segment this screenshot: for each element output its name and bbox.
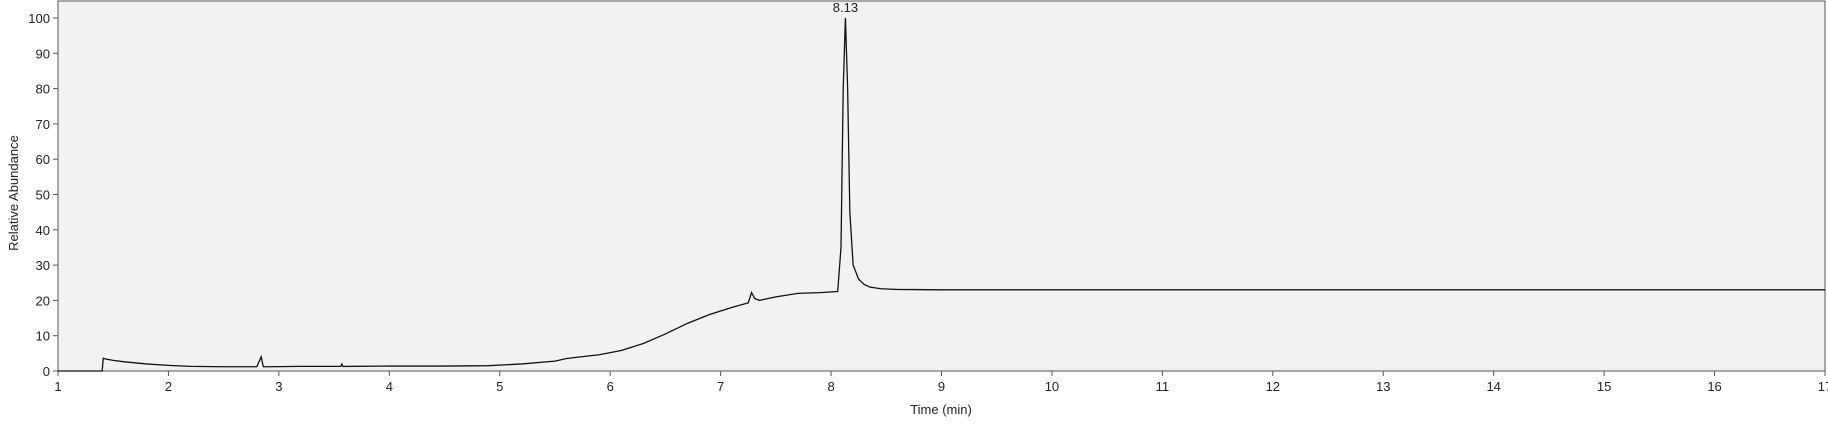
x-tick-label: 7 [717, 379, 724, 394]
x-tick-label: 13 [1376, 379, 1390, 394]
x-tick-label: 2 [165, 379, 172, 394]
x-tick-label: 14 [1486, 379, 1500, 394]
y-tick-label: 80 [36, 82, 50, 97]
x-tick-label: 5 [496, 379, 503, 394]
series-line [58, 17, 1825, 372]
y-axis: 0 10 20 30 40 50 60 70 80 90 100 [28, 11, 58, 379]
peak-label: 8.13 [833, 0, 858, 15]
y-tick-label: 0 [43, 364, 50, 379]
x-tick-label: 10 [1045, 379, 1059, 394]
x-tick-label: 9 [938, 379, 945, 394]
x-tick-label: 15 [1597, 379, 1611, 394]
y-tick-label: 10 [36, 329, 50, 344]
x-tick-label: 8 [827, 379, 834, 394]
x-tick-label: 12 [1266, 379, 1280, 394]
x-axis: 1234567891011121314151617 [54, 371, 1828, 394]
y-tick-label: 20 [36, 293, 50, 308]
x-tick-label: 17 [1818, 379, 1828, 394]
x-tick-label: 16 [1707, 379, 1721, 394]
x-tick-label: 3 [275, 379, 282, 394]
x-tick-label: 1 [54, 379, 61, 394]
y-tick-label: 100 [28, 11, 50, 26]
x-tick-label: 4 [386, 379, 393, 394]
x-axis-title: Time (min) [910, 402, 972, 417]
y-tick-label: 30 [36, 258, 50, 273]
plot-area [57, 0, 1826, 372]
x-tick-label: 11 [1156, 379, 1170, 394]
y-tick-label: 90 [36, 46, 50, 61]
y-tick-label: 40 [36, 223, 50, 238]
y-tick-label: 50 [36, 188, 50, 203]
y-axis-title: Relative Abundance [6, 135, 21, 251]
y-tick-label: 70 [36, 117, 50, 132]
x-tick-label: 6 [607, 379, 614, 394]
y-tick-label: 60 [36, 152, 50, 167]
